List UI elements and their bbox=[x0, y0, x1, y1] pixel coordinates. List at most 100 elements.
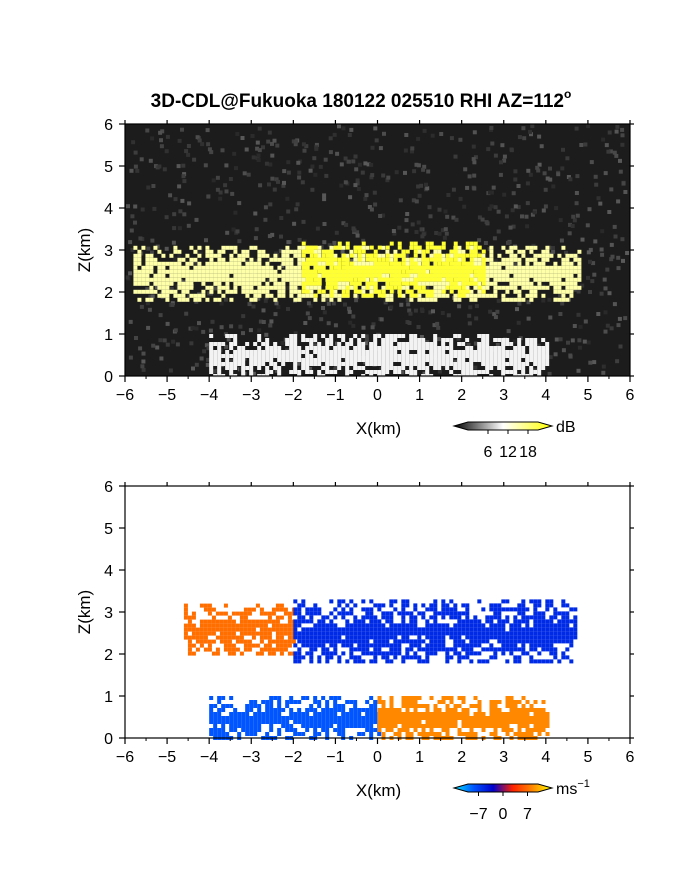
feature-cell bbox=[537, 651, 542, 656]
feature-cell bbox=[205, 265, 210, 270]
noise-cell bbox=[507, 240, 512, 245]
feature-cell bbox=[461, 724, 466, 728]
feature-cell bbox=[417, 635, 422, 640]
feature-cell bbox=[345, 627, 350, 632]
feature-cell bbox=[461, 265, 466, 270]
feature-cell bbox=[501, 716, 506, 720]
feature-cell bbox=[277, 265, 282, 270]
feature-cell bbox=[493, 603, 498, 608]
noise-cell bbox=[472, 173, 477, 178]
feature-cell bbox=[225, 716, 230, 720]
noise-cell bbox=[465, 185, 470, 190]
feature-cell bbox=[557, 619, 562, 624]
feature-cell bbox=[377, 603, 382, 608]
noise-cell bbox=[128, 319, 133, 324]
feature-cell bbox=[413, 354, 418, 358]
noise-cell bbox=[592, 360, 597, 365]
feature-cell bbox=[389, 631, 394, 636]
feature-cell bbox=[441, 696, 446, 700]
feature-cell bbox=[517, 611, 522, 616]
feature-cell bbox=[369, 293, 374, 298]
feature-cell bbox=[321, 720, 326, 724]
feature-cell bbox=[225, 261, 230, 266]
feature-cell bbox=[341, 712, 346, 716]
feature-cell bbox=[381, 643, 386, 648]
noise-cell bbox=[205, 128, 210, 133]
feature-cell bbox=[365, 700, 370, 704]
feature-cell bbox=[405, 724, 410, 728]
feature-cell bbox=[373, 253, 378, 258]
feature-cell bbox=[509, 370, 514, 374]
feature-cell bbox=[321, 249, 326, 254]
feature-cell bbox=[187, 651, 192, 656]
feature-cell bbox=[525, 338, 530, 342]
feature-cell bbox=[313, 362, 318, 366]
feature-cell bbox=[413, 370, 418, 374]
feature-cell bbox=[469, 257, 474, 262]
noise-cell bbox=[381, 213, 386, 218]
feature-cell bbox=[557, 285, 562, 290]
feature-cell bbox=[269, 370, 274, 374]
noise-cell bbox=[318, 164, 323, 169]
feature-cell bbox=[557, 253, 562, 258]
feature-cell bbox=[429, 257, 434, 262]
feature-cell bbox=[329, 716, 334, 720]
feature-cell bbox=[281, 257, 286, 262]
feature-cell bbox=[401, 704, 406, 708]
feature-cell bbox=[289, 728, 294, 732]
noise-cell bbox=[486, 147, 491, 152]
noise-cell bbox=[515, 307, 519, 312]
feature-cell bbox=[353, 659, 358, 664]
feature-cell bbox=[489, 643, 494, 648]
feature-cell bbox=[381, 708, 386, 712]
noise-cell bbox=[194, 217, 199, 222]
feature-cell bbox=[437, 643, 442, 648]
feature-cell bbox=[357, 281, 362, 286]
feature-cell bbox=[509, 350, 514, 354]
feature-cell bbox=[245, 293, 250, 298]
feature-cell bbox=[333, 261, 338, 266]
noise-cell bbox=[558, 337, 563, 342]
feature-cell bbox=[273, 708, 278, 712]
noise-cell bbox=[601, 137, 606, 142]
noise-cell bbox=[528, 129, 532, 134]
feature-cell bbox=[565, 261, 570, 266]
feature-cell bbox=[191, 611, 196, 616]
feature-cell bbox=[513, 627, 518, 632]
feature-cell bbox=[317, 619, 322, 624]
feature-cell bbox=[429, 603, 434, 608]
intensity-colorbar-bar bbox=[452, 421, 554, 431]
feature-cell bbox=[231, 627, 236, 632]
noise-cell bbox=[404, 228, 409, 233]
feature-cell bbox=[505, 704, 510, 708]
feature-cell bbox=[465, 603, 470, 608]
feature-cell bbox=[243, 643, 248, 648]
feature-cell bbox=[429, 273, 434, 278]
feature-cell bbox=[271, 647, 276, 652]
noise-cell bbox=[371, 322, 376, 327]
feature-cell bbox=[473, 635, 478, 640]
feature-cell bbox=[389, 346, 394, 350]
feature-cell bbox=[389, 635, 394, 640]
noise-cell bbox=[604, 143, 609, 148]
feature-cell bbox=[261, 354, 266, 358]
feature-cell bbox=[381, 346, 386, 350]
feature-cell bbox=[305, 281, 310, 286]
feature-cell bbox=[333, 350, 338, 354]
noise-cell bbox=[355, 178, 360, 183]
feature-cell bbox=[345, 253, 350, 258]
noise-cell bbox=[353, 154, 358, 159]
feature-cell bbox=[393, 370, 398, 374]
feature-cell bbox=[233, 350, 238, 354]
x-tick-label: 2 bbox=[457, 749, 466, 766]
feature-cell bbox=[201, 269, 206, 274]
noise-cell bbox=[440, 311, 445, 315]
feature-cell bbox=[329, 350, 334, 354]
noise-cell bbox=[126, 204, 130, 209]
feature-cell bbox=[353, 712, 358, 716]
feature-cell bbox=[173, 273, 178, 278]
feature-cell bbox=[349, 285, 354, 290]
feature-cell bbox=[287, 631, 292, 636]
feature-cell bbox=[357, 338, 362, 342]
feature-cell bbox=[285, 265, 290, 270]
